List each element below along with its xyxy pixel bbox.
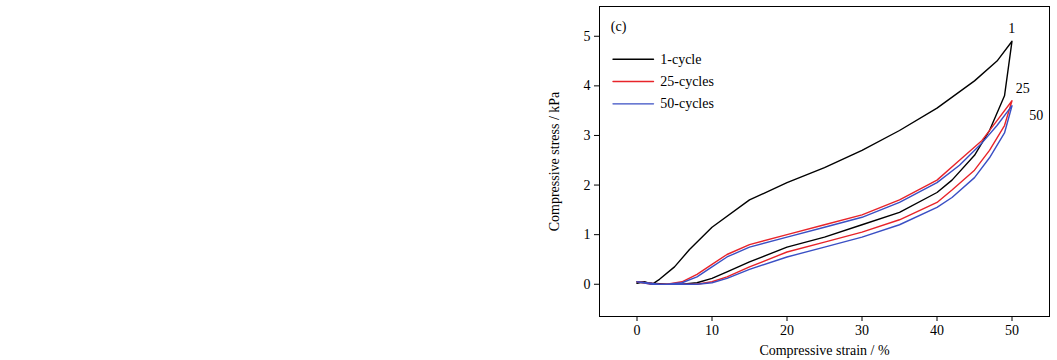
- svg-text:40: 40: [930, 323, 944, 338]
- svg-text:0: 0: [584, 277, 591, 292]
- svg-text:50: 50: [1029, 108, 1043, 123]
- svg-text:Compressive strain / %: Compressive strain / %: [759, 343, 890, 358]
- svg-text:2: 2: [584, 178, 591, 193]
- svg-text:5: 5: [584, 29, 591, 44]
- svg-text:1: 1: [584, 227, 591, 242]
- svg-text:1: 1: [1008, 21, 1015, 36]
- svg-text:0: 0: [634, 323, 641, 338]
- svg-text:4: 4: [584, 78, 591, 93]
- svg-text:30: 30: [855, 323, 869, 338]
- svg-text:20: 20: [780, 323, 794, 338]
- svg-text:(c): (c): [611, 19, 627, 35]
- svg-text:1-cycle: 1-cycle: [660, 52, 701, 67]
- svg-text:25-cycles: 25-cycles: [660, 74, 714, 89]
- svg-text:Compressive stress / kPa: Compressive stress / kPa: [547, 91, 562, 231]
- svg-text:50: 50: [1005, 323, 1019, 338]
- svg-text:25: 25: [1016, 81, 1030, 96]
- svg-text:3: 3: [584, 128, 591, 143]
- svg-text:10: 10: [705, 323, 719, 338]
- svg-text:50-cycles: 50-cycles: [660, 96, 714, 111]
